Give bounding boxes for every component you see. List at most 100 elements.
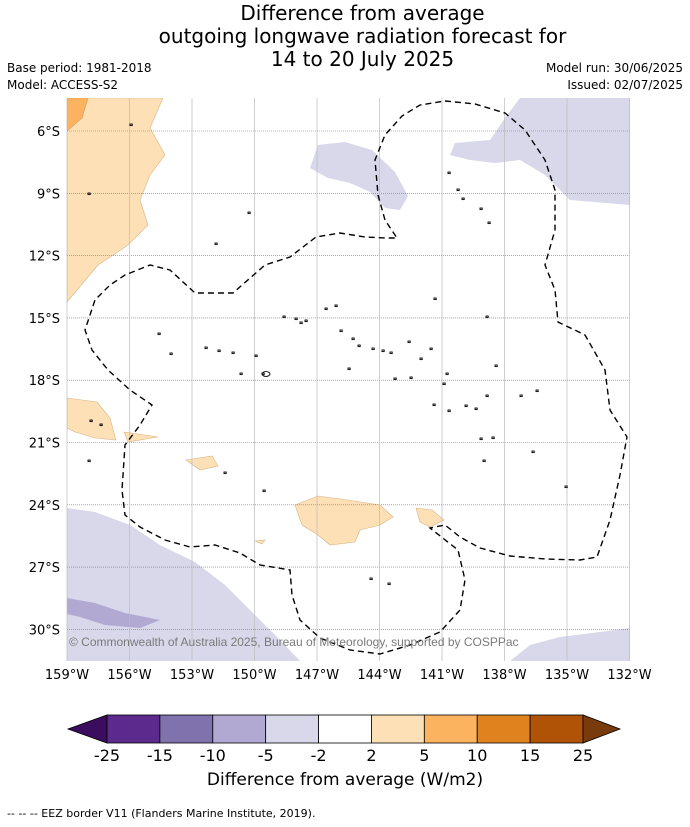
island-outline: [339, 329, 343, 333]
footer-note: -- -- -- EEZ border V11 (Flanders Marine…: [7, 807, 316, 820]
island-outline: [87, 192, 91, 196]
island-outline: [387, 582, 391, 586]
island-outline: [381, 349, 385, 353]
longitude-labels: 159°W 156°W 153°W 150°W 147°W 144°W 141°W 138°W…: [45, 668, 652, 683]
colorbar-bin: [423, 714, 478, 744]
lon-tick-label: 132°W: [607, 668, 651, 683]
anomaly-pos-strong-corner: [67, 98, 89, 132]
island-outline: [407, 340, 411, 344]
island-outline: [429, 347, 433, 351]
island-outline: [389, 351, 393, 355]
island-outline: [351, 337, 355, 341]
island-outline: [347, 367, 351, 371]
island-outline: [324, 307, 328, 311]
colorbar-tick-label: 15: [520, 746, 540, 765]
island-outline: [419, 357, 423, 361]
anomaly-pos-central: [294, 495, 394, 546]
island-outline: [357, 344, 361, 348]
lat-tick-label: 24°S: [29, 499, 60, 514]
lat-tick-label: 18°S: [29, 374, 60, 389]
island-outline: [464, 404, 468, 408]
colorbar-high-arrow: [582, 714, 622, 744]
lat-tick-label: 30°S: [29, 623, 60, 638]
island-outline: [519, 394, 523, 398]
colorbar-label: Difference from average (W/m2): [206, 770, 484, 790]
lon-tick-label: 138°W: [482, 668, 526, 683]
colorbar-tick-label: -5: [258, 746, 274, 765]
colorbar-tick-label: 2: [366, 746, 376, 765]
grid-lines: [66, 98, 630, 661]
map-title: Difference from average outgoing longwav…: [0, 2, 690, 71]
lon-tick-label: 153°W: [170, 668, 214, 683]
lat-tick-label: 27°S: [29, 561, 60, 576]
anomaly-pos-small: [185, 455, 219, 471]
latitude-labels: 6°S 9°S 12°S 15°S 18°S 21°S 24°S 27°S 30°S: [29, 125, 60, 638]
island-outline: [129, 123, 133, 127]
lat-tick-label: 12°S: [29, 250, 60, 265]
title-line-3: 14 to 20 July 2025: [270, 47, 455, 71]
colorbar: -25 -15 -10 -5 -2 2 5 10 15 25: [66, 714, 622, 765]
island-outline: [217, 349, 221, 353]
lat-tick-label: 15°S: [29, 312, 60, 327]
colorbar-bin: [106, 714, 161, 744]
anomaly-pos-west: [67, 98, 166, 303]
anomaly-pos-tiny: [254, 539, 266, 545]
island-outline: [247, 211, 251, 215]
lon-tick-label: 159°W: [45, 668, 89, 683]
lon-tick-label: 144°W: [357, 668, 401, 683]
issued-date: Issued: 02/07/2025: [567, 78, 683, 92]
copyright-notice: © Commonwealth of Australia 2025, Bureau…: [69, 635, 519, 649]
island-outline: [157, 332, 161, 336]
lat-tick-label: 9°S: [37, 187, 60, 202]
island-outline: [239, 372, 243, 376]
colorbar-bin: [159, 714, 214, 744]
island-outline: [442, 382, 446, 386]
title-line-2: outgoing longwave radiation forecast for: [158, 24, 567, 48]
island-outline: [254, 354, 258, 358]
island-outline: [479, 207, 483, 211]
colorbar-bin: [212, 714, 267, 744]
anomaly-neg-strong-southwest: [67, 598, 160, 628]
colorbar-bin: [476, 714, 531, 744]
island-outline: [204, 346, 208, 350]
lat-tick-label: 6°S: [37, 125, 60, 140]
island-outline: [294, 317, 298, 321]
lon-tick-label: 147°W: [295, 668, 339, 683]
island-outline: [304, 319, 308, 323]
island-outline: [89, 419, 93, 423]
island-outline: [487, 221, 491, 225]
island-outline: [433, 297, 437, 301]
model-name: Model: ACCESS-S2: [7, 78, 119, 92]
island-outline: [494, 364, 498, 368]
anomaly-neg-southeast: [510, 628, 630, 661]
island-outline: [482, 459, 486, 463]
island-outline: [282, 315, 286, 319]
island-outline: [334, 304, 338, 308]
colorbar-tick-label: -25: [94, 746, 120, 765]
island-outline: [474, 407, 478, 411]
colorbar-bin: [318, 714, 372, 744]
base-period: Base period: 1981-2018: [7, 61, 152, 75]
colorbar-tick-label: 25: [573, 746, 593, 765]
island-outline: [447, 409, 451, 413]
island-outline: [432, 403, 436, 407]
island-outline: [369, 577, 373, 581]
anomaly-pos-east: [415, 507, 445, 528]
anomaly-pos-west-mid-2: [123, 431, 159, 443]
island-outline: [445, 372, 449, 376]
island-outline: [485, 394, 489, 398]
colorbar-tick-label: -15: [147, 746, 173, 765]
island-outline: [223, 471, 227, 475]
island-outline: [409, 376, 413, 380]
island-outline: [169, 352, 173, 356]
island-outline: [87, 459, 91, 463]
lon-tick-label: 150°W: [232, 668, 276, 683]
island-outline: [231, 351, 235, 355]
eez-border: [84, 100, 628, 655]
island-outline: [262, 489, 266, 493]
island-outlines: [87, 123, 568, 586]
anomaly-layer: [67, 98, 630, 661]
colorbar-tick-label: -10: [200, 746, 226, 765]
meta-right: Model run: 30/06/2025 Issued: 02/07/2025: [546, 60, 683, 94]
colorbar-bin: [371, 714, 425, 744]
